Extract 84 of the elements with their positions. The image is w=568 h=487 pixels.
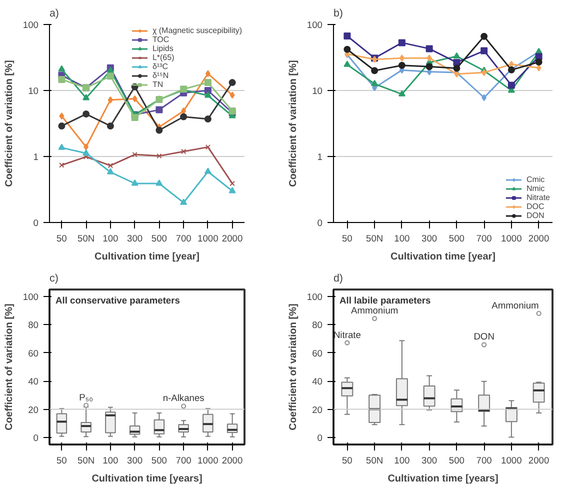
annotation: Ammonium: [492, 300, 540, 310]
y-tick-label: 100: [306, 20, 323, 30]
annotation: All labile parameters: [340, 296, 431, 306]
legend-label: DON: [526, 211, 546, 220]
y-axis-title: Coefficient of variation [%]: [4, 60, 15, 187]
x-tick-label: 50: [56, 234, 67, 244]
legend-label: δ¹⁵N: [152, 71, 170, 80]
x-tick-label: 100: [394, 234, 410, 244]
x-tick-label: 50N: [78, 456, 95, 466]
y-tick-label: 0: [317, 218, 323, 228]
x-tick-label: 50N: [78, 234, 95, 244]
x-tick-label: 100: [394, 456, 410, 466]
y-tick-label: 1: [317, 152, 323, 162]
chart-title: c): [50, 272, 58, 284]
annotation: Nitrate: [333, 330, 361, 340]
annotation: P₅₀: [79, 392, 94, 402]
y-tick-label: 10: [28, 86, 39, 96]
x-axis-title: Cultivation time [year]: [94, 252, 200, 262]
x-tick-label: 50: [56, 456, 67, 466]
legend-label: χ (Magnetic suscepibility): [152, 26, 242, 35]
y-tick-label: 0: [33, 218, 39, 228]
x-tick-label: 300: [422, 456, 438, 466]
legend-label: Cmic: [526, 175, 546, 184]
x-tick-label: 100: [102, 234, 118, 244]
legend-label: TN: [152, 80, 164, 89]
y-tick-label: 80: [28, 320, 39, 330]
y-tick-label: 1: [33, 152, 39, 162]
x-tick-label: 700: [476, 234, 492, 244]
chart-title: a): [50, 8, 59, 20]
legend-label: δ¹³C: [152, 62, 169, 71]
x-tick-label: 1000: [501, 234, 522, 244]
y-tick-label: 100: [306, 292, 323, 302]
x-tick-label: 1000: [198, 234, 218, 244]
legend-label: Lipids: [152, 44, 174, 53]
x-tick-label: 2000: [222, 456, 243, 466]
x-tick-label: 500: [151, 234, 167, 244]
x-tick-label: 700: [176, 456, 192, 466]
legend-label: Nmic: [526, 184, 546, 193]
x-tick-label: 50N: [366, 456, 384, 466]
x-tick-label: 50: [342, 456, 352, 466]
y-tick-label: 10: [312, 86, 323, 96]
x-tick-label: 2000: [528, 234, 550, 244]
y-axis-title: Coefficient of variation [%]: [4, 304, 15, 430]
y-axis-title: Coefficient of variation [%]: [288, 60, 299, 187]
x-tick-label: 300: [422, 234, 438, 244]
legend-label: Nitrate: [526, 193, 550, 202]
y-axis-title: Coefficient of variation [%]: [288, 304, 299, 430]
chart-title: d): [334, 272, 343, 284]
x-tick-label: 500: [448, 456, 464, 466]
x-tick-label: 2000: [528, 456, 550, 466]
y-tick-label: 60: [312, 348, 323, 358]
x-tick-label: 500: [151, 456, 167, 466]
y-tick-label: 0: [33, 432, 39, 443]
annotation: All conservative parameters: [56, 296, 180, 306]
annotation: DON: [474, 332, 494, 342]
x-tick-label: 1000: [198, 456, 218, 466]
x-tick-label: 300: [127, 456, 143, 466]
x-tick-label: 300: [127, 234, 143, 244]
x-tick-label: 50: [342, 234, 352, 244]
x-axis-title: Cultivation time [year]: [390, 252, 496, 262]
x-tick-label: 100: [102, 456, 118, 466]
y-tick-label: 20: [312, 404, 323, 415]
annotation: n-Alkanes: [162, 393, 205, 404]
y-tick-label: 40: [312, 376, 323, 387]
legend-label: L*(65): [152, 53, 174, 62]
y-tick-label: 0: [317, 432, 323, 443]
y-tick-label: 80: [312, 320, 323, 330]
x-tick-label: 500: [448, 234, 464, 244]
x-tick-label: 50N: [366, 234, 384, 244]
x-axis-title: Cultivation time [years]: [92, 474, 202, 484]
y-tick-label: 60: [28, 348, 39, 358]
y-tick-label: 100: [22, 20, 39, 30]
legend-label: DOC: [526, 202, 546, 211]
annotation: Ammonium: [350, 306, 398, 316]
x-tick-label: 1000: [501, 456, 522, 466]
x-tick-label: 700: [476, 456, 492, 466]
y-tick-label: 40: [28, 376, 39, 387]
x-tick-label: 2000: [222, 234, 243, 244]
chart-title: b): [334, 8, 343, 20]
y-tick-label: 100: [22, 292, 39, 302]
x-tick-label: 700: [176, 234, 192, 244]
legend-label: TOC: [152, 35, 170, 44]
y-tick-label: 20: [28, 404, 39, 415]
x-axis-title: Cultivation time [years]: [388, 474, 498, 484]
